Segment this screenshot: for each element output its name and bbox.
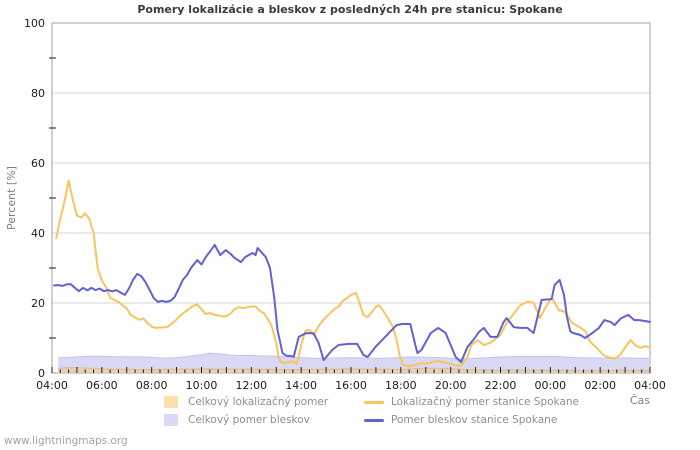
x-tick-label: 06:00 (86, 379, 118, 392)
x-tick-label: 02:00 (584, 379, 616, 392)
line-series (55, 179, 651, 368)
y-tick-label: 0 (38, 367, 45, 380)
legend-item-total-localization: Celkový lokalizačný pomer (164, 395, 328, 409)
plot-border (51, 22, 651, 374)
x-tick-label: 10:00 (186, 379, 218, 392)
area-series (58, 367, 650, 373)
line-series (53, 243, 651, 364)
legend-label: Celkový lokalizačný pomer (188, 396, 329, 408)
area-series-edge (58, 366, 651, 372)
x-tick-label: 08:00 (136, 379, 168, 392)
area-swatch-icon (164, 414, 178, 426)
legend-item-station-strokes: Pomer bleskov stanice Spokane (364, 413, 557, 427)
y-tick-label: 100 (24, 17, 45, 30)
area-swatch-icon (164, 396, 178, 408)
legend-item-station-localization: Lokalizačný pomer stanice Spokane (364, 395, 579, 409)
watermark: www.lightningmaps.org (4, 435, 128, 447)
line-swatch-icon (364, 400, 384, 404)
y-tick-label: 20 (31, 297, 45, 310)
x-tick-label: 18:00 (385, 379, 417, 392)
y-tick-label: 60 (31, 157, 45, 170)
x-tick-label: 14:00 (285, 379, 317, 392)
x-tick-label: 04:00 (634, 379, 666, 392)
area-series-edge (58, 352, 650, 360)
y-tick-label: 80 (31, 87, 45, 100)
line-swatch-icon (364, 418, 384, 422)
x-tick-label: 20:00 (435, 379, 467, 392)
chart-title: Pomery lokalizácie a bleskov z poslednýc… (137, 3, 563, 16)
x-tick-label: 00:00 (534, 379, 566, 392)
legend-item-total-strokes: Celkový pomer bleskov (164, 413, 310, 427)
x-tick-label: 16:00 (335, 379, 367, 392)
x-axis-label: Čas (629, 394, 650, 407)
legend-label: Pomer bleskov stanice Spokane (391, 414, 558, 426)
area-series (58, 353, 650, 373)
x-tick-label: 12:00 (235, 379, 267, 392)
x-tick-label: 22:00 (485, 379, 517, 392)
x-tick-label: 04:00 (36, 379, 68, 392)
legend-label: Lokalizačný pomer stanice Spokane (391, 396, 579, 408)
y-tick-label: 40 (31, 227, 45, 240)
legend-label: Celkový pomer bleskov (188, 414, 310, 426)
